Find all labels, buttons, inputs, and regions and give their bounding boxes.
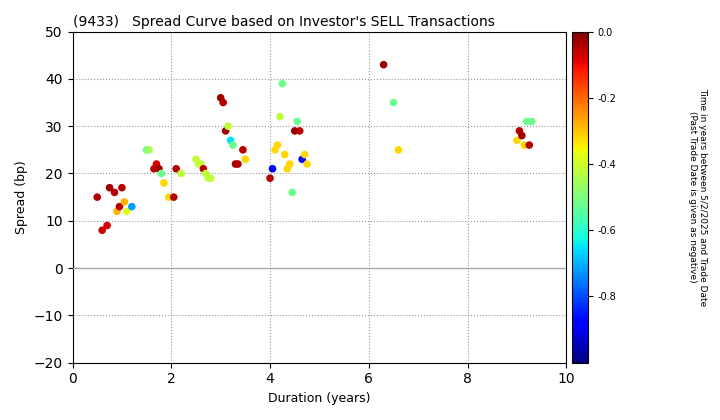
Y-axis label: Time in years between 5/2/2025 and Trade Date
(Past Trade Date is given as negat: Time in years between 5/2/2025 and Trade… — [688, 88, 707, 306]
Point — [266, 165, 278, 172]
Point — [111, 208, 122, 215]
Y-axis label: Spread (bp): Spread (bp) — [15, 160, 28, 234]
Point — [104, 184, 115, 191]
Point — [237, 147, 248, 153]
Point — [299, 151, 310, 158]
Point — [282, 165, 293, 172]
Point — [190, 156, 202, 163]
Point — [202, 175, 214, 181]
X-axis label: Duration (years): Duration (years) — [268, 392, 371, 405]
Point — [217, 99, 229, 106]
Point — [228, 142, 239, 148]
Point — [148, 165, 160, 172]
Point — [526, 118, 538, 125]
Point — [240, 156, 251, 163]
Point — [276, 80, 288, 87]
Point — [230, 161, 241, 168]
Point — [225, 137, 236, 144]
Point — [274, 113, 286, 120]
Point — [378, 61, 390, 68]
Point — [200, 170, 212, 177]
Point — [287, 189, 298, 196]
Point — [518, 142, 530, 148]
Point — [156, 170, 167, 177]
Point — [126, 203, 138, 210]
Point — [292, 118, 303, 125]
Point — [511, 137, 523, 144]
Point — [297, 156, 308, 163]
Point — [264, 175, 276, 181]
Point — [163, 194, 174, 200]
Point — [197, 165, 209, 172]
Point — [176, 170, 187, 177]
Point — [141, 147, 153, 153]
Point — [271, 142, 283, 148]
Point — [171, 165, 182, 172]
Point — [232, 161, 243, 168]
Point — [150, 161, 162, 168]
Point — [153, 165, 165, 172]
Point — [114, 203, 125, 210]
Text: (9433)   Spread Curve based on Investor's SELL Transactions: (9433) Spread Curve based on Investor's … — [73, 15, 495, 29]
Point — [121, 208, 132, 215]
Point — [119, 199, 130, 205]
Point — [102, 222, 113, 229]
Point — [215, 94, 226, 101]
Point — [96, 227, 108, 234]
Point — [289, 128, 300, 134]
Point — [158, 180, 170, 186]
Point — [284, 161, 296, 168]
Point — [388, 99, 400, 106]
Point — [205, 175, 217, 181]
Point — [269, 147, 281, 153]
Point — [279, 151, 291, 158]
Point — [143, 147, 155, 153]
Point — [392, 147, 404, 153]
Point — [195, 161, 207, 168]
Point — [222, 123, 234, 129]
Point — [109, 189, 120, 196]
Point — [521, 118, 533, 125]
Point — [516, 132, 528, 139]
Point — [513, 128, 525, 134]
Point — [116, 184, 127, 191]
Point — [193, 161, 204, 168]
Point — [168, 194, 179, 200]
Point — [523, 142, 535, 148]
Point — [302, 161, 313, 168]
Point — [294, 128, 305, 134]
Point — [220, 128, 231, 134]
Point — [91, 194, 103, 200]
